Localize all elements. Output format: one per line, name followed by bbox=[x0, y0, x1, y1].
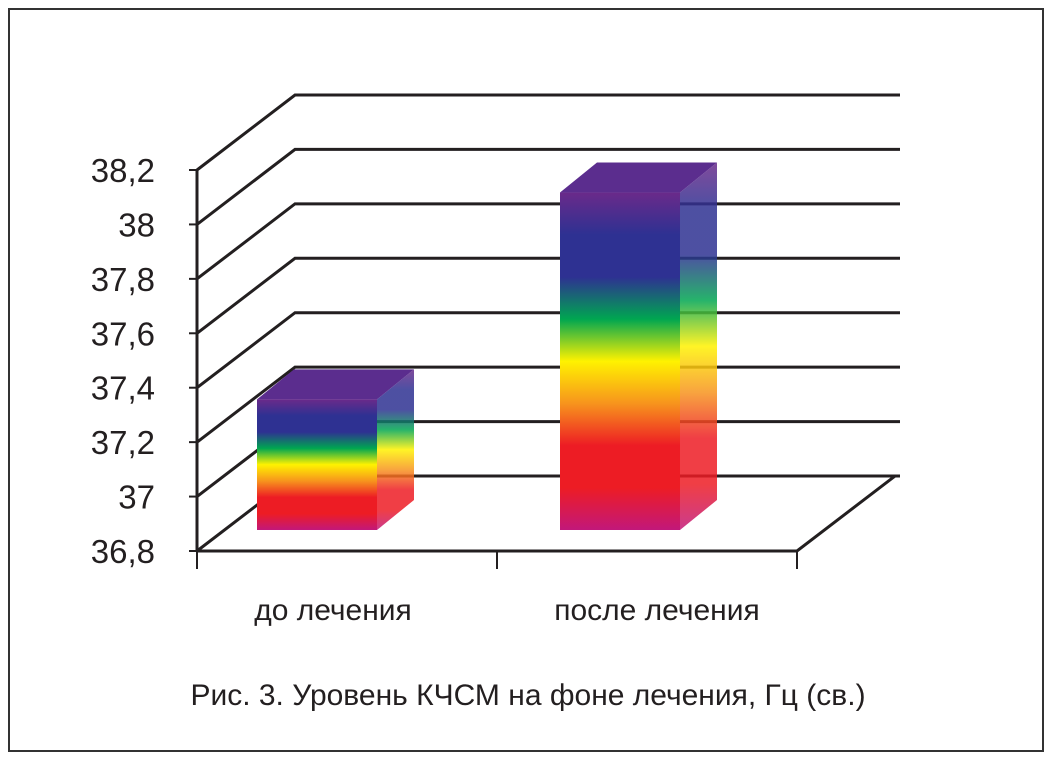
y-tick-label: 37,2 bbox=[91, 424, 155, 461]
x-tick-label: до лечения bbox=[254, 594, 412, 627]
bar-front-face bbox=[257, 399, 377, 530]
bar-front-face bbox=[560, 192, 680, 531]
gridline bbox=[196, 202, 900, 281]
bar-side-face bbox=[680, 162, 717, 531]
x-tick-label: после лечения bbox=[554, 594, 760, 627]
y-tick-label: 37,8 bbox=[91, 261, 155, 298]
figure-caption: Рис. 3. Уровень КЧСМ на фоне лечения, Гц… bbox=[190, 679, 865, 712]
bar bbox=[257, 369, 414, 530]
gridline bbox=[196, 93, 900, 172]
y-tick-label: 37 bbox=[118, 479, 155, 516]
bar bbox=[560, 162, 717, 531]
y-tick-label: 37,4 bbox=[91, 370, 155, 407]
y-tick-label: 38 bbox=[118, 206, 155, 243]
y-tick-label: 36,8 bbox=[91, 533, 155, 570]
y-tick-label: 38,2 bbox=[91, 152, 155, 189]
gridline bbox=[196, 256, 900, 335]
gridline bbox=[196, 147, 900, 226]
bar-top-face bbox=[560, 162, 717, 193]
bar-side-face bbox=[377, 369, 414, 530]
bar-top-face bbox=[257, 369, 414, 400]
figure-frame bbox=[8, 8, 1044, 752]
y-tick-label: 37,6 bbox=[91, 315, 155, 352]
